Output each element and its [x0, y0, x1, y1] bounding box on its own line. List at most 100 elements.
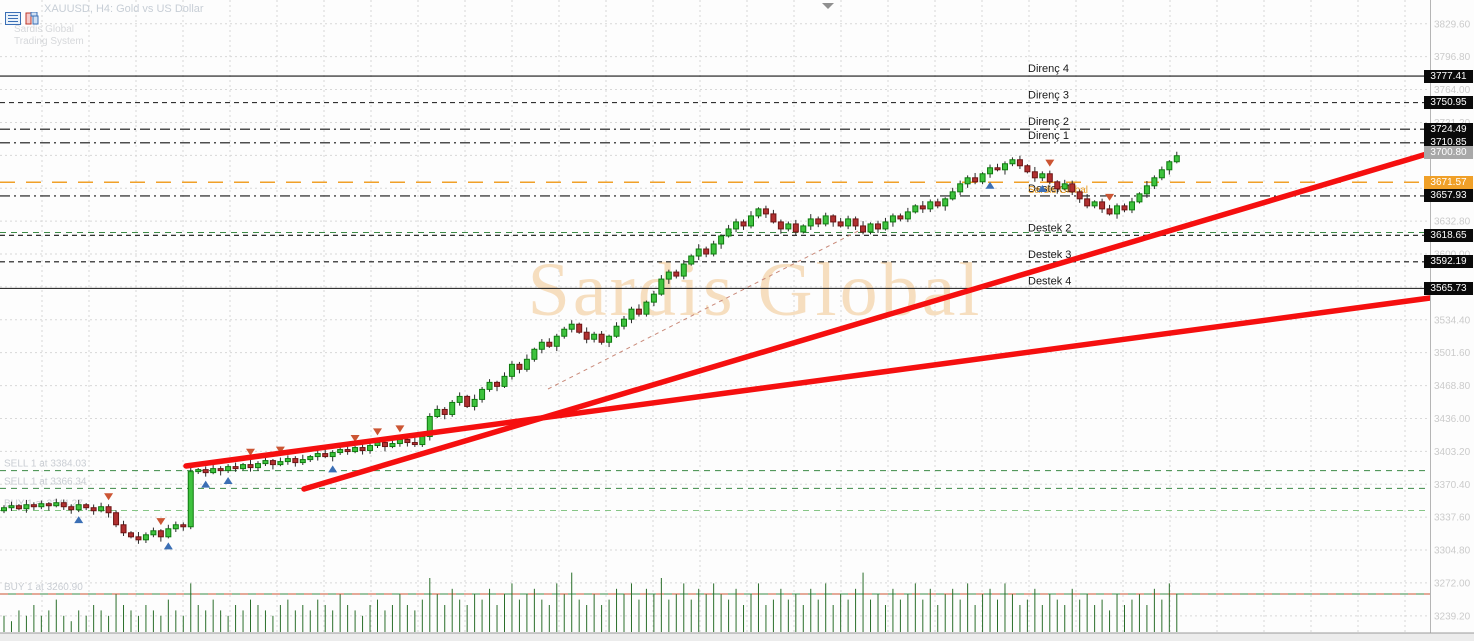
bull-candle	[688, 255, 695, 265]
bull-candle	[867, 223, 874, 233]
list-icon[interactable]	[5, 12, 21, 25]
price-badge: 3671.57	[1424, 175, 1473, 189]
price-badge: 3724.49	[1424, 122, 1473, 136]
level-label: Direnç 3	[1028, 90, 1069, 102]
bull-candle	[523, 358, 530, 370]
bull-candle	[1173, 155, 1180, 163]
bull-candle	[150, 530, 157, 536]
bull-candle	[471, 398, 478, 407]
price-badge: 3750.95	[1424, 96, 1473, 110]
bear-candle	[815, 218, 822, 225]
bull-candle	[1061, 183, 1068, 190]
bull-candle	[755, 208, 762, 217]
trendline[interactable]	[301, 150, 1433, 492]
bear-candle	[703, 248, 710, 255]
sell-arrow-icon	[350, 434, 360, 442]
axis-tick-label: 3501.60	[1434, 348, 1471, 359]
bear-candle	[105, 506, 112, 514]
bear-candle	[852, 218, 859, 227]
sell-arrow-icon	[156, 518, 166, 526]
bear-candle	[135, 536, 142, 541]
bull-candle	[299, 459, 306, 464]
bull-candle	[1128, 201, 1135, 211]
bear-candle	[576, 323, 583, 333]
trendline[interactable]	[183, 295, 1433, 469]
buy-arrow-icon	[1037, 185, 1047, 193]
axis-tick-label: 3534.40	[1434, 315, 1471, 326]
chart-shift-marker[interactable]	[822, 3, 834, 9]
bear-candle	[1031, 171, 1038, 179]
bear-candle	[217, 468, 224, 472]
bull-candle	[456, 395, 463, 403]
sell-arrow-icon	[1045, 159, 1055, 167]
bull-candle	[240, 464, 247, 470]
axis-tick-label: 3239.20	[1434, 611, 1471, 622]
bull-candle	[337, 449, 344, 454]
level-label: Direnç 2	[1028, 116, 1069, 128]
bull-candle	[1166, 161, 1173, 171]
bear-candle	[860, 225, 867, 233]
axis-tick-label: 3665.60	[1434, 184, 1471, 195]
bear-candle	[777, 221, 784, 230]
bull-candle	[643, 301, 650, 315]
bear-candle	[874, 223, 881, 230]
bear-candle	[1024, 165, 1031, 173]
bull-candle	[568, 323, 575, 330]
bull-candle	[165, 528, 172, 538]
bull-candle	[307, 456, 314, 461]
bear-candle	[45, 503, 52, 507]
brand-name: Sardis Global	[14, 24, 75, 35]
bull-candle	[1039, 173, 1046, 179]
bear-candle	[464, 395, 471, 407]
bear-candle	[1069, 183, 1076, 193]
bear-candle	[381, 442, 388, 448]
bull-candle	[904, 211, 911, 220]
bull-candle	[800, 225, 807, 233]
bull-candle	[419, 436, 426, 446]
bull-candle	[748, 215, 754, 227]
bull-candle	[1, 507, 7, 512]
bull-candle	[822, 215, 829, 225]
brand-subtitle: Trading System	[14, 36, 84, 47]
bear-candle	[792, 223, 799, 233]
level-label: Direnç 4	[1028, 63, 1069, 75]
bull-candle	[561, 328, 568, 337]
volume-bars	[3, 572, 1178, 632]
bull-candle	[1091, 201, 1098, 207]
trade-line-label: SELL 1 at 3366.34	[4, 476, 87, 487]
bull-candle	[927, 201, 934, 210]
bull-candle	[957, 183, 964, 193]
bull-candle	[650, 293, 657, 303]
bull-candle	[733, 221, 740, 230]
axis-tick-label: 3436.00	[1434, 414, 1471, 425]
bull-candle	[987, 167, 994, 175]
bull-candle	[367, 445, 374, 452]
bull-candle	[621, 318, 628, 327]
bull-candle	[1151, 177, 1158, 187]
dashed-guide-trendline[interactable]	[547, 226, 867, 390]
bull-candle	[628, 308, 635, 320]
bull-candle	[449, 401, 456, 415]
bear-candle	[60, 502, 67, 508]
bull-candle	[1143, 185, 1150, 195]
bear-candle	[247, 464, 254, 469]
bull-candle	[195, 469, 202, 473]
bull-candle	[479, 388, 486, 400]
bull-candle	[501, 375, 508, 387]
red-trendlines[interactable]	[183, 150, 1433, 492]
bull-candle	[38, 503, 45, 508]
bear-candle	[90, 507, 97, 512]
bar-chart-icon[interactable]	[25, 11, 41, 25]
level-label: Destek 4	[1028, 275, 1071, 287]
bull-candle	[1136, 193, 1143, 203]
bear-candle	[180, 524, 187, 528]
bear-candle	[762, 208, 769, 215]
price-badge: 3700.80	[1424, 146, 1473, 160]
bull-candle	[396, 439, 403, 445]
bear-candle	[1054, 181, 1061, 190]
level-label: Direnç 1	[1028, 130, 1069, 142]
axis-tick-label: 3764.00	[1434, 85, 1471, 96]
price-badge: 3777.41	[1424, 69, 1473, 83]
